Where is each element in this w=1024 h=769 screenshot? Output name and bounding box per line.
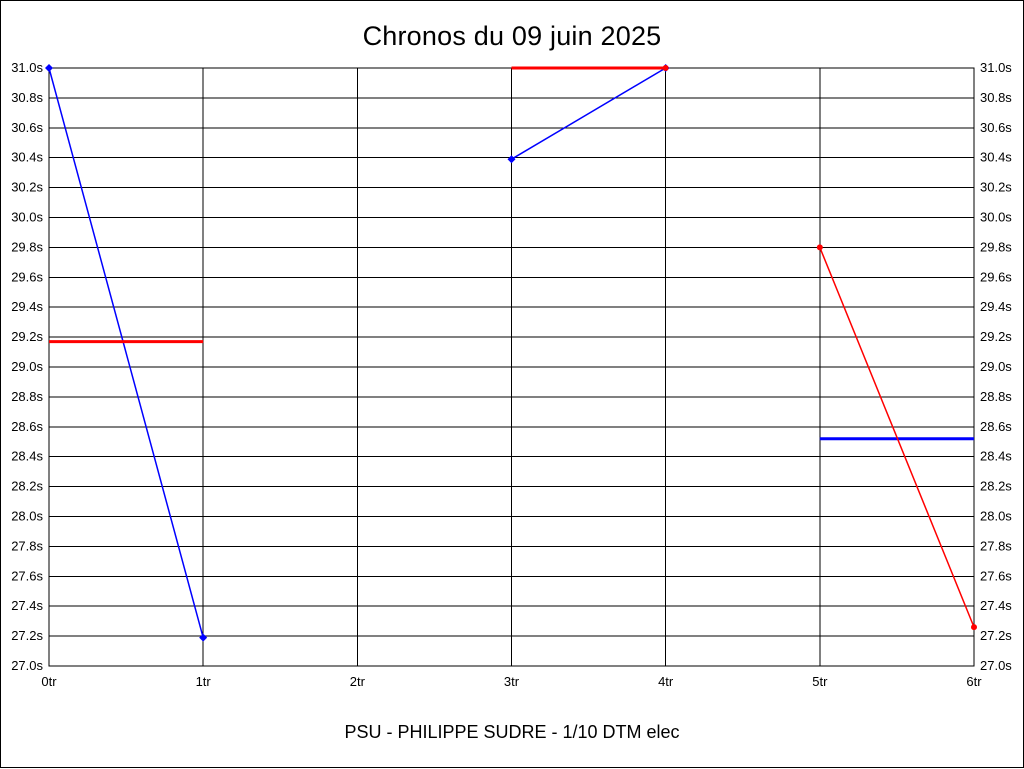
- y-tick-label-right: 31.0s: [980, 60, 1012, 75]
- y-tick-label-left: 30.0s: [11, 210, 43, 225]
- y-tick-label-right: 29.0s: [980, 359, 1012, 374]
- x-tick-label: 5tr: [812, 674, 828, 689]
- y-tick-label-left: 29.6s: [11, 269, 43, 284]
- y-tick-label-right: 27.0s: [980, 658, 1012, 673]
- y-tick-label-right: 28.2s: [980, 479, 1012, 494]
- y-tick-label-right: 29.6s: [980, 269, 1012, 284]
- y-tick-label-right: 28.6s: [980, 419, 1012, 434]
- y-tick-label-left: 27.8s: [11, 538, 43, 553]
- x-tick-label: 6tr: [966, 674, 982, 689]
- average-red-marker: [662, 65, 669, 71]
- y-tick-label-left: 30.8s: [11, 90, 43, 105]
- y-tick-label-right: 30.4s: [980, 150, 1012, 165]
- chart-title: Chronos du 09 juin 2025: [362, 21, 662, 51]
- y-tick-label-left: 29.2s: [11, 329, 43, 344]
- y-tick-label-left: 29.4s: [11, 299, 43, 314]
- x-tick-label: 3tr: [504, 674, 520, 689]
- y-tick-label-right: 29.2s: [980, 329, 1012, 344]
- y-tick-label-right: 28.8s: [980, 389, 1012, 404]
- y-tick-label-left: 27.4s: [11, 598, 43, 613]
- y-tick-label-left: 30.4s: [11, 150, 43, 165]
- y-tick-label-left: 27.0s: [11, 658, 43, 673]
- average-red-marker: [971, 624, 977, 631]
- y-tick-label-right: 30.0s: [980, 210, 1012, 225]
- y-tick-label-left: 29.8s: [11, 239, 43, 254]
- y-tick-label-left: 28.6s: [11, 419, 43, 434]
- y-tick-label-left: 30.2s: [11, 180, 43, 195]
- y-tick-label-right: 27.6s: [980, 568, 1012, 583]
- y-tick-label-left: 28.4s: [11, 449, 43, 464]
- lap-times-blue-marker: [199, 633, 208, 642]
- x-tick-label: 0tr: [41, 674, 57, 689]
- y-tick-label-left: 28.8s: [11, 389, 43, 404]
- lap-times-blue-line: [48, 67, 204, 638]
- y-tick-label-right: 30.6s: [980, 120, 1012, 135]
- y-tick-label-left: 29.0s: [11, 359, 43, 374]
- lap-times-blue-line: [511, 67, 667, 160]
- y-tick-label-right: 27.8s: [980, 538, 1012, 553]
- chart-footer: PSU - PHILIPPE SUDRE - 1/10 DTM elec: [344, 722, 680, 742]
- lap-times-blue-marker: [507, 155, 516, 164]
- y-tick-label-left: 27.2s: [11, 628, 43, 643]
- average-red-marker: [816, 244, 823, 251]
- y-tick-label-right: 28.4s: [980, 449, 1012, 464]
- y-tick-label-right: 29.4s: [980, 299, 1012, 314]
- y-tick-label-left: 30.6s: [11, 120, 43, 135]
- y-tick-label-right: 27.4s: [980, 598, 1012, 613]
- lap-times-blue-marker: [45, 64, 53, 72]
- x-tick-label: 1tr: [196, 674, 212, 689]
- y-tick-label-left: 28.0s: [11, 509, 43, 524]
- x-tick-label: 4tr: [658, 674, 674, 689]
- y-tick-label-right: 30.8s: [980, 90, 1012, 105]
- y-tick-label-right: 29.8s: [980, 239, 1012, 254]
- y-tick-label-right: 27.2s: [980, 628, 1012, 643]
- y-tick-label-left: 28.2s: [11, 479, 43, 494]
- y-tick-label-right: 28.0s: [980, 509, 1012, 524]
- y-tick-label-right: 30.2s: [980, 180, 1012, 195]
- y-tick-label-left: 31.0s: [11, 60, 43, 75]
- y-tick-label-left: 27.6s: [11, 568, 43, 583]
- average-red-line: [819, 247, 975, 628]
- x-tick-label: 2tr: [350, 674, 366, 689]
